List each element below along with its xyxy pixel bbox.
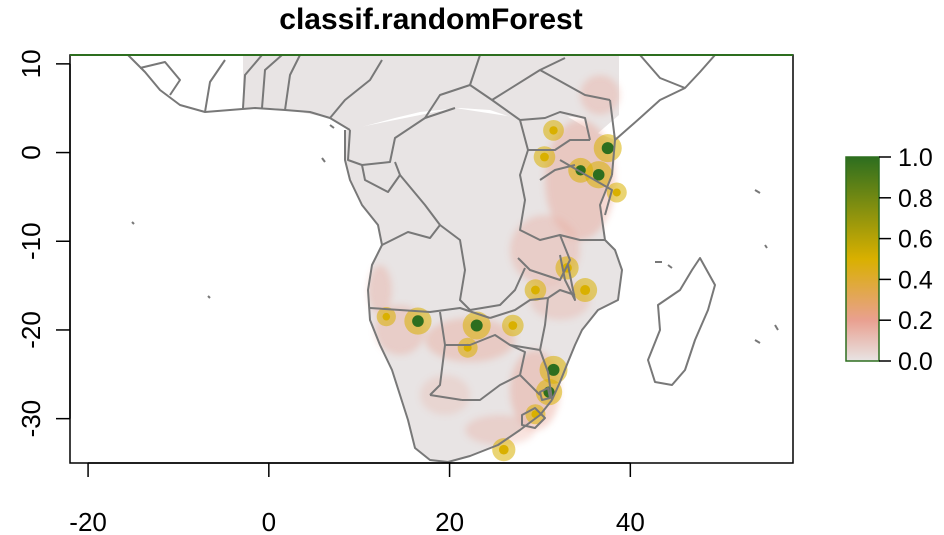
border-zambia <box>489 289 576 319</box>
border-drc-south <box>439 224 526 311</box>
border-eswatini <box>539 387 551 401</box>
legend-label: 1.0 <box>898 144 933 172</box>
island-bioko <box>329 124 335 129</box>
border-zimbabwe <box>509 344 541 351</box>
coastline-madagascar <box>647 257 716 386</box>
border-tanzania <box>539 164 605 241</box>
coastline-horn <box>614 55 716 141</box>
legend-label: 0.0 <box>898 348 933 376</box>
legend-label: 0.4 <box>898 266 933 294</box>
border-ethiopia <box>609 99 616 176</box>
border-uganda <box>528 139 590 151</box>
island-ascension <box>131 221 135 225</box>
legend-ticks: 1.0 0.8 0.6 0.4 0.2 0.0 <box>879 144 933 376</box>
y-tick-label: 10 <box>16 49 46 78</box>
y-tick-label: 0 <box>16 145 46 159</box>
hotspot-core <box>540 152 549 162</box>
hotspot-core <box>470 319 483 332</box>
border-drc-east <box>517 119 571 281</box>
legend: 1.0 0.8 0.6 0.4 0.2 0.0 <box>845 144 933 376</box>
border-lesotho <box>521 407 546 429</box>
coastline-west-africa <box>127 55 351 131</box>
border-south-sudan <box>491 57 611 101</box>
hotspot-core <box>547 363 560 376</box>
border-west-africa-4 <box>261 55 283 109</box>
border-malawi <box>559 254 576 301</box>
hotspot-core <box>531 285 540 295</box>
x-tick-label: -20 <box>69 507 107 535</box>
y-tick-label: -20 <box>16 311 46 349</box>
border-west-africa-2 <box>204 59 226 113</box>
border-botswana <box>445 334 526 401</box>
country-borders <box>127 55 779 463</box>
border-kenya-tanzania <box>559 159 613 216</box>
border-namibia-botswana <box>429 311 446 396</box>
x-tick-label: 40 <box>616 507 645 535</box>
x-axis: -20 0 20 40 <box>69 462 645 535</box>
x-tick-label: 0 <box>262 507 276 535</box>
map-plot-area <box>127 55 779 463</box>
border-west-africa-1 <box>139 61 181 96</box>
map-title: classif.randomForest <box>279 3 582 36</box>
border-nigeria <box>329 59 383 119</box>
coastline-east-africa <box>551 174 623 401</box>
hotspot-core <box>580 285 591 296</box>
island-st-helena <box>207 295 211 299</box>
y-axis: 10 0 -10 -20 -30 <box>16 49 71 438</box>
border-congo-drc <box>381 174 441 246</box>
hotspot-core <box>499 444 509 455</box>
legend-label: 0.8 <box>898 185 933 213</box>
hotspot-core <box>592 168 605 181</box>
legend-label: 0.2 <box>898 307 933 335</box>
island-sao-tome <box>321 157 326 163</box>
hotspot-core <box>508 321 518 330</box>
border-west-africa-3 <box>242 55 263 109</box>
island-seychelles <box>754 189 768 249</box>
island-comoros <box>655 261 673 269</box>
y-tick-label: -30 <box>16 400 46 438</box>
x-tick-label: 20 <box>435 507 464 535</box>
hotspot-layer <box>376 119 627 462</box>
hotspot-core <box>601 142 614 155</box>
border-gabon-congo <box>361 161 401 193</box>
hotspot-core <box>549 126 558 135</box>
island-mauritius <box>754 324 779 344</box>
border-west-africa-5 <box>284 55 301 111</box>
hotspot-core <box>412 315 424 327</box>
border-angola-namibia <box>369 307 491 319</box>
legend-label: 0.6 <box>898 226 933 254</box>
legend-colorbar <box>845 156 880 362</box>
border-south-africa <box>429 374 541 401</box>
hotspot-core <box>382 312 391 321</box>
border-sudan <box>469 55 591 141</box>
y-tick-label: -10 <box>16 222 46 260</box>
hotspot-core <box>612 188 621 197</box>
coastline-southwest <box>344 130 553 463</box>
